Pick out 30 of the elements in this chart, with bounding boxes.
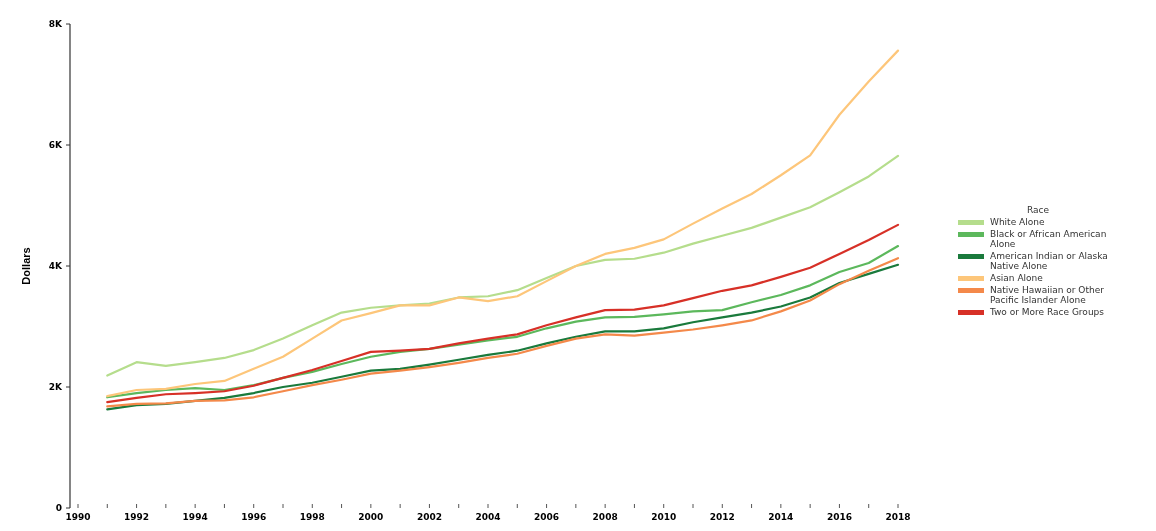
x-tick-label: 2014 [768,512,794,522]
legend-label: Black or African American Alone [990,229,1107,249]
x-tick-label: 2010 [651,512,677,522]
y-tick-label: 2K [48,382,64,393]
x-tick-label: 2016 [826,512,852,522]
y-axis-title: Dollars [20,247,32,285]
x-tick-label: 2012 [709,512,735,522]
y-tick-label: 6K [48,140,64,151]
x-tick-label: 2018 [885,512,911,522]
line-series [106,154,900,377]
y-tick-label: 0 [55,503,62,514]
y-tick-label: 8K [48,19,64,30]
x-tick-label: 2002 [416,512,442,522]
x-tick-label: 2006 [534,512,560,522]
legend-label: Two or More Race Groups [989,307,1105,317]
x-tick-label: 1992 [124,512,150,522]
x-tick-label: 2000 [358,512,384,522]
x-tick-label: 1996 [241,512,267,522]
x-tick-label: 1990 [65,512,91,522]
legend-title: Race [1026,205,1050,215]
legend-label: Native Hawaiian or Other Pacific Islander Alone [990,285,1105,305]
x-tick-label: 2008 [592,512,618,522]
x-tick-label: 1998 [299,512,325,522]
line-series [106,49,900,398]
x-tick-label: 1994 [182,512,208,522]
y-tick-label: 4K [48,261,64,272]
legend-label: Asian Alone [990,273,1044,283]
legend-label: White Alone [990,217,1045,227]
x-tick-label: 2004 [475,512,501,522]
legend-label: American Indian or Alaska Native Alone [990,251,1108,271]
